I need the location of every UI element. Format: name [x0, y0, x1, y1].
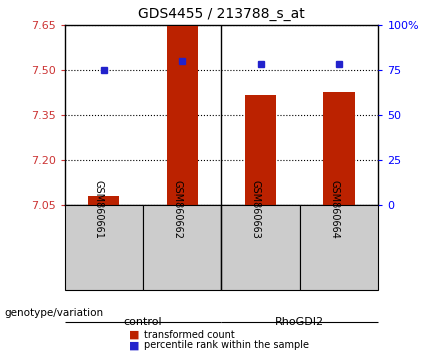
Text: genotype/variation: genotype/variation — [4, 308, 104, 318]
Text: ■: ■ — [129, 330, 139, 339]
Text: GSM860661: GSM860661 — [94, 180, 104, 239]
Bar — [323, 92, 355, 205]
Bar — [143, 205, 221, 290]
Text: transformed count: transformed count — [144, 330, 235, 339]
Bar — [166, 26, 198, 205]
Bar — [64, 205, 143, 290]
Text: GSM860663: GSM860663 — [251, 180, 261, 239]
Bar — [221, 205, 300, 290]
Text: GSM860664: GSM860664 — [329, 180, 339, 239]
Text: GSM860662: GSM860662 — [172, 180, 182, 239]
Text: RhoGDI2: RhoGDI2 — [275, 317, 325, 327]
Title: GDS4455 / 213788_s_at: GDS4455 / 213788_s_at — [138, 7, 305, 21]
Bar — [88, 196, 120, 205]
Text: control: control — [124, 317, 162, 327]
Text: percentile rank within the sample: percentile rank within the sample — [144, 340, 309, 350]
Text: ■: ■ — [129, 340, 139, 350]
Bar — [300, 205, 378, 290]
Bar — [245, 96, 276, 205]
